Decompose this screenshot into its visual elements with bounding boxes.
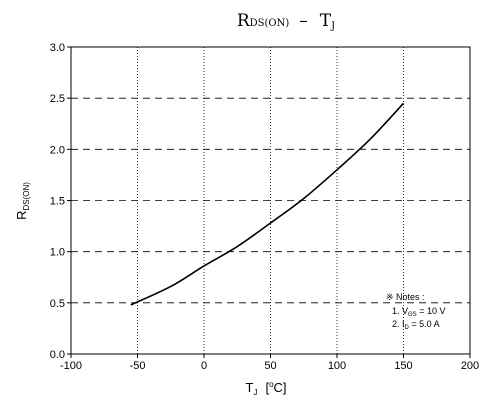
- title-main: R: [237, 11, 251, 31]
- x-axis-label: TJ [oC]: [245, 380, 286, 397]
- notes-line-2-prefix: 2. I: [392, 319, 405, 329]
- title-sep: –: [299, 11, 308, 31]
- x-axis-label-sub: J: [253, 388, 257, 397]
- x-tick-label-3: 50: [264, 360, 276, 372]
- x-axis-unit-open: [: [265, 380, 269, 395]
- notes-line-1: 1. VGS = 10 V: [392, 306, 445, 318]
- notes: ※ Notes : 1. VGS = 10 V 2. ID = 5.0 A: [386, 292, 445, 331]
- x-tick-label-1: -50: [130, 360, 146, 372]
- title-sub: DS(ON): [250, 18, 290, 29]
- notes-line-2-suffix: = 5.0 A: [409, 319, 440, 329]
- notes-line-1-suffix: = 10 V: [417, 306, 446, 316]
- x-tick-label-2: 0: [201, 360, 207, 372]
- x-tick-label-6: 200: [461, 360, 479, 372]
- y-tick-label-1: 0.5: [50, 298, 65, 310]
- y-tick-label-4: 2.0: [50, 144, 65, 156]
- y-axis-label-main: R: [14, 211, 29, 220]
- x-axis-unit-sup: o: [269, 380, 274, 389]
- series-line-0: [130, 102, 405, 306]
- notes-heading: ※ Notes :: [386, 292, 425, 302]
- x-axis-unit-rest: C]: [274, 380, 287, 395]
- x-tick-label-0: -100: [60, 360, 82, 372]
- y-tick-label-5: 2.5: [50, 93, 65, 105]
- y-tick-label-2: 1.0: [50, 247, 65, 259]
- x-axis-label-main: T: [245, 380, 253, 395]
- x-tick-label-4: 100: [328, 360, 346, 372]
- notes-line-1-sub: GS: [408, 312, 417, 318]
- y-tick-label-3: 1.5: [50, 196, 65, 208]
- notes-line-2: 2. ID = 5.0 A: [392, 319, 440, 331]
- notes-line-2-sub: D: [405, 325, 410, 331]
- title-right-main: T: [320, 11, 332, 31]
- y-axis-label-sub: DS(ON): [22, 182, 31, 211]
- x-tick-label-5: 150: [394, 360, 412, 372]
- chart-title: RDS(ON) – TJ: [237, 11, 335, 32]
- y-axis-label: RDS(ON): [14, 182, 31, 220]
- y-tick-label-6: 3.0: [50, 42, 65, 54]
- notes-line-1-prefix: 1. V: [392, 306, 408, 316]
- title-right-sub: J: [330, 21, 335, 32]
- y-tick-label-0: 0.0: [50, 349, 65, 361]
